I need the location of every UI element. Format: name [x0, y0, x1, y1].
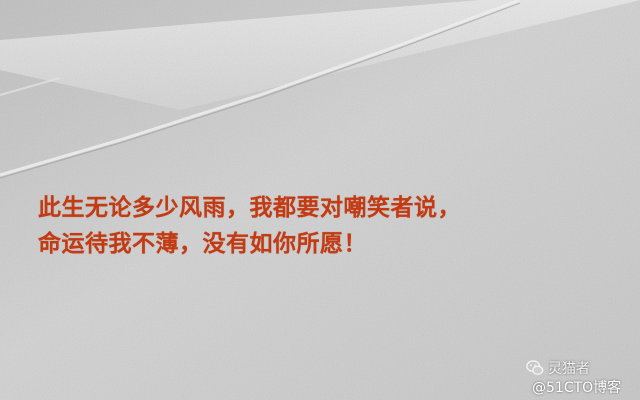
watermark-account-name: 灵猫者 — [548, 361, 590, 377]
quote-line-2: 命运待我不薄，没有如你所愿！ — [38, 231, 367, 257]
quote-text: 此生无论多少风雨，我都要对嘲笑者说， 命运待我不薄，没有如你所愿！ — [38, 190, 638, 262]
wechat-icon — [526, 360, 544, 375]
quote-line-1: 此生无论多少风雨，我都要对嘲笑者说， — [38, 195, 461, 221]
watermark-site: @51CTO博客 — [532, 380, 622, 396]
watermark-account: 灵猫者 — [526, 358, 590, 378]
